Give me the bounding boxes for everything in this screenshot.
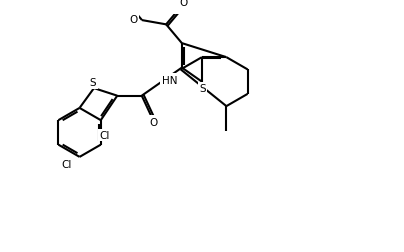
Text: Cl: Cl	[61, 160, 72, 170]
Text: O: O	[180, 0, 188, 8]
Text: O: O	[150, 117, 158, 127]
Text: HN: HN	[162, 75, 177, 85]
Text: O: O	[129, 15, 137, 25]
Text: S: S	[200, 84, 206, 94]
Text: Cl: Cl	[99, 131, 110, 141]
Text: S: S	[90, 78, 96, 88]
